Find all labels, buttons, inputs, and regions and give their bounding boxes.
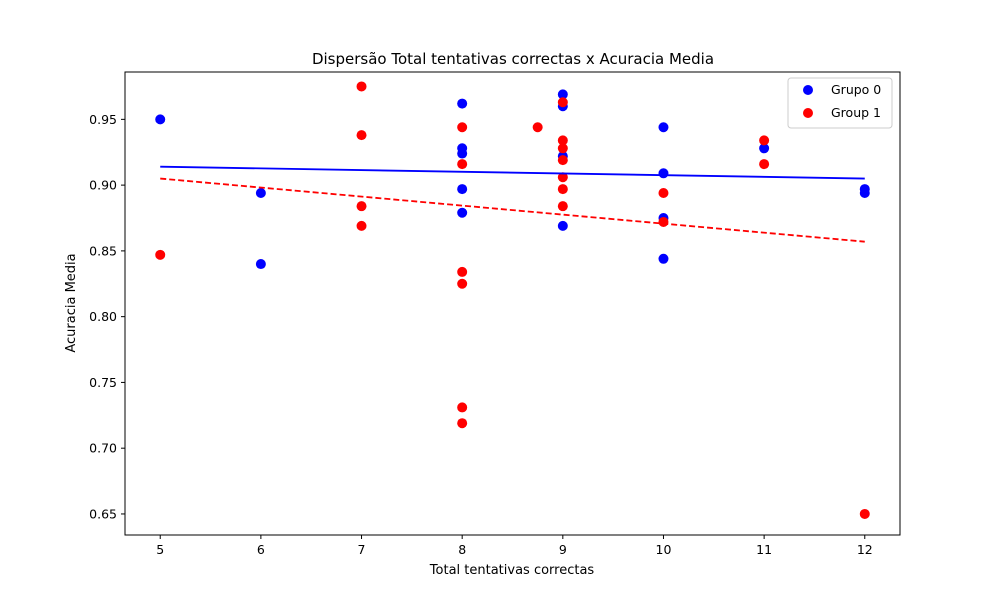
series-1-point xyxy=(557,97,568,108)
series-1-point xyxy=(557,201,568,212)
x-tick-label: 12 xyxy=(857,542,873,557)
series-1-point xyxy=(759,159,770,170)
x-tick-label: 11 xyxy=(756,542,772,557)
y-tick-label: 0.70 xyxy=(89,441,117,456)
series-1-point xyxy=(457,402,468,413)
x-tick-label: 6 xyxy=(257,542,265,557)
legend-marker-group-1 xyxy=(803,108,813,118)
y-tick-label: 0.85 xyxy=(89,243,117,258)
x-axis-label: Total tentativas correctas xyxy=(429,563,595,578)
series-1-point xyxy=(658,216,669,227)
x-tick-label: 8 xyxy=(458,542,466,557)
legend-label-group-1: Group 1 xyxy=(831,105,881,120)
y-tick-label: 0.90 xyxy=(89,178,117,193)
series-1-point xyxy=(557,135,568,146)
series-1-point xyxy=(557,172,568,183)
legend-box xyxy=(787,77,893,129)
series-0-point xyxy=(759,143,770,154)
chart-title: Dispersão Total tentativas correctas x A… xyxy=(312,50,714,68)
series-1-point xyxy=(457,122,468,133)
series-0-point xyxy=(457,184,468,195)
series-1-point xyxy=(457,266,468,277)
y-tick-label: 0.75 xyxy=(89,375,117,390)
y-axis-label: Acuracia Media xyxy=(64,253,79,352)
series-1-point xyxy=(457,278,468,289)
series-0-point xyxy=(155,114,166,125)
series-1-point xyxy=(356,130,367,141)
x-tick-label: 5 xyxy=(156,542,164,557)
x-tick-label: 10 xyxy=(656,542,672,557)
series-0-trend-line xyxy=(160,165,865,180)
series-0-point xyxy=(457,148,468,159)
y-tick-label: 0.80 xyxy=(89,309,117,324)
series-1-point xyxy=(557,155,568,166)
x-tick-label: 7 xyxy=(358,542,366,557)
series-0-point xyxy=(658,253,669,264)
series-1-point xyxy=(356,81,367,92)
series-0-point xyxy=(557,89,568,100)
series-1-point xyxy=(356,220,367,231)
series-1-point xyxy=(859,508,870,519)
plot-area xyxy=(155,81,870,519)
legend-label-grupo-0: Grupo 0 xyxy=(831,82,881,97)
legend-marker-grupo-0 xyxy=(803,85,813,95)
series-1-point xyxy=(658,188,669,199)
series-0-point xyxy=(557,220,568,231)
x-tick-label: 9 xyxy=(559,542,567,557)
series-1-point xyxy=(759,135,770,146)
y-tick-label: 0.65 xyxy=(89,506,117,521)
series-1-point xyxy=(457,159,468,170)
plot-frame xyxy=(124,71,901,536)
series-1-trend-line xyxy=(160,177,865,243)
legend: Grupo 0 Group 1 xyxy=(787,77,893,129)
series-0-point xyxy=(457,98,468,109)
series-1-point xyxy=(532,122,543,133)
series-1-point xyxy=(557,143,568,154)
series-1-point xyxy=(155,249,166,260)
series-0-point xyxy=(255,188,266,199)
series-1-point xyxy=(557,184,568,195)
series-1-point xyxy=(457,418,468,429)
series-0-point xyxy=(457,207,468,218)
series-1-point xyxy=(356,201,367,212)
series-0-point xyxy=(658,122,669,133)
series-0-point xyxy=(658,168,669,179)
series-0-point xyxy=(859,188,870,199)
series-0-point xyxy=(255,259,266,270)
y-tick-label: 0.95 xyxy=(89,112,117,127)
axes-ticks: 5 6 7 8 9 10 11 12 0.65 0.70 0.75 0.80 0.85 0.90 0.95 xyxy=(89,112,873,557)
